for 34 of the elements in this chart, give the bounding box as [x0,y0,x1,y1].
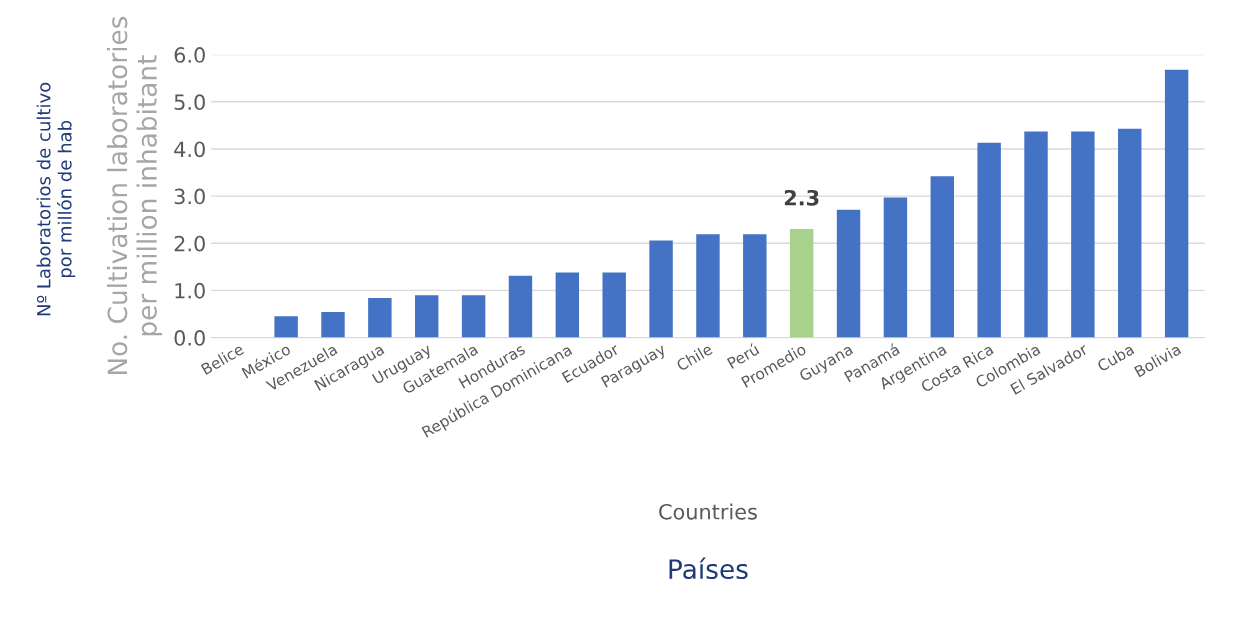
bar [1164,69,1189,338]
bar [415,295,439,338]
bar [649,240,673,338]
data-label: 2.3 [784,189,819,206]
bar [274,316,298,338]
y-tick-label: 1.0 [175,282,205,299]
bar [977,142,1001,338]
bar [321,312,345,338]
bar [602,272,626,338]
bar [508,275,533,338]
bar [883,197,908,338]
bar [368,297,392,338]
bar [696,234,720,338]
x-tick-label: Chile [675,342,714,372]
y-tick-label: 4.0 [174,141,205,158]
x-axis-title: Countries [659,503,757,520]
bar [789,229,814,338]
bar [743,234,767,338]
bar [461,295,486,338]
text: Nº Laboratorios de cultivo por millón de hab [36,82,76,316]
x-tick-label: Cuba [1096,343,1135,372]
y-axis-title: No. Cultivation laboratories per million inhabitant [106,16,163,375]
bar [930,176,954,338]
bar [1024,131,1048,338]
y-tick-label: 2.0 [174,235,205,252]
bar [555,272,580,338]
y-tick-label: 3.0 [174,188,205,205]
bar [836,209,861,338]
y-tick-label: 6.0 [174,47,205,63]
y-tick-label: 5.0 [174,94,205,111]
text: Países [669,557,748,580]
y-tick-label: 0.0 [174,330,205,346]
bar [1118,128,1142,338]
bar [1071,131,1095,338]
